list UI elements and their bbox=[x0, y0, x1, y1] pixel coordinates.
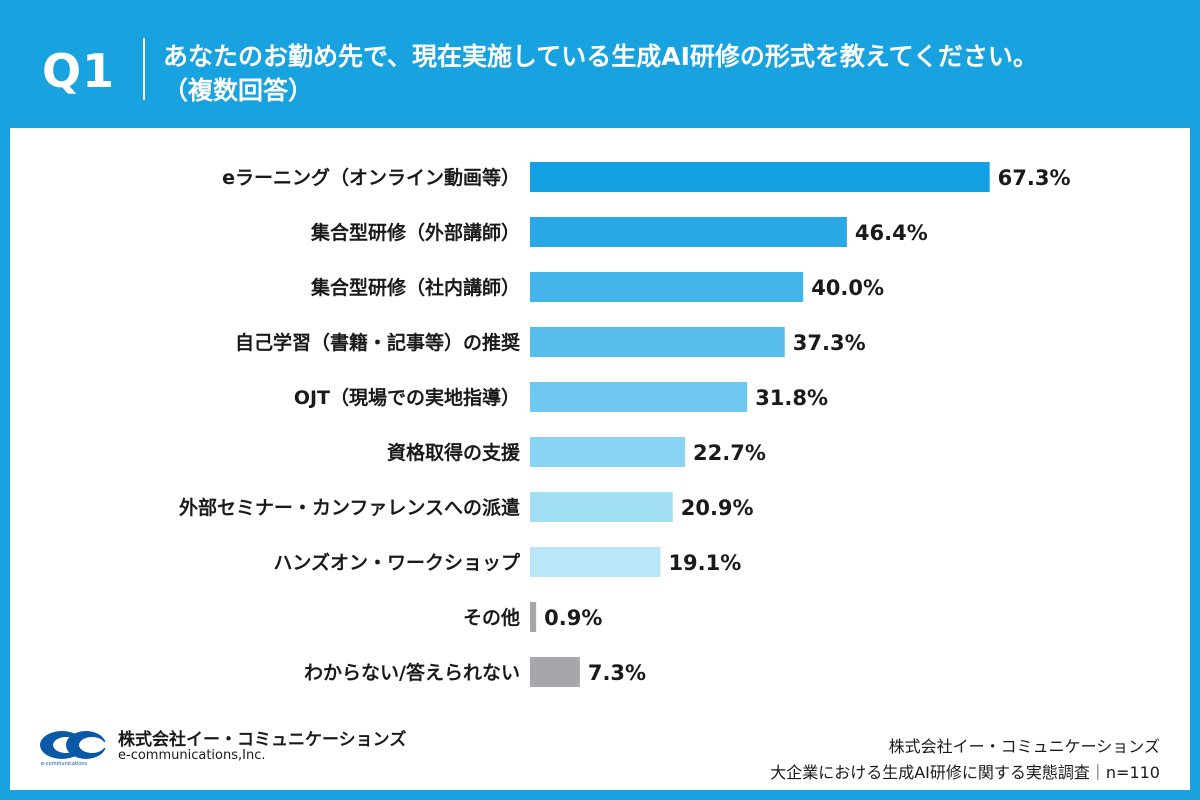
value-label: 31.8% bbox=[755, 386, 828, 410]
question-header: Q1 あなたのお勤め先で、現在実施している生成AI研修の形式を教えてください。 … bbox=[0, 0, 1200, 128]
question-text: あなたのお勤め先で、現在実施している生成AI研修の形式を教えてください。 （複数… bbox=[163, 40, 1038, 108]
bar-chart: eラーニング（オンライン動画等） 67.3% 集合型研修（外部講師） 46.4% 集合型… bbox=[179, 162, 1071, 687]
bar bbox=[530, 437, 686, 467]
category-label: 集合型研修（社内講師） bbox=[310, 276, 520, 299]
question-number: Q1 bbox=[42, 44, 116, 98]
logo-company-name-jp: 株式会社イー・コミュニケーションズ bbox=[118, 730, 407, 750]
bar bbox=[530, 217, 847, 247]
bar bbox=[530, 602, 537, 632]
category-label: その他 bbox=[463, 606, 520, 629]
value-label: 7.3% bbox=[588, 661, 646, 685]
chart-panel: eラーニング（オンライン動画等） 67.3% 集合型研修（外部講師） 46.4% 集合型… bbox=[10, 128, 1190, 790]
bar bbox=[530, 492, 673, 522]
source-survey: 大企業における生成AI研修に関する実態調査｜n=110 bbox=[770, 763, 1160, 782]
value-label: 67.3% bbox=[998, 166, 1071, 190]
category-label: 自己学習（書籍・記事等）の推奨 bbox=[235, 331, 521, 354]
value-label: 40.0% bbox=[811, 276, 884, 300]
category-label: 集合型研修（外部講師） bbox=[310, 221, 520, 244]
logo-company-name-en: e-communications,Inc. bbox=[118, 748, 266, 763]
logo-mark-icon: e-communications bbox=[40, 731, 110, 767]
header-divider bbox=[143, 38, 145, 100]
question-line-1: あなたのお勤め先で、現在実施している生成AI研修の形式を教えてください。 bbox=[163, 42, 1038, 71]
source-company: 株式会社イー・コミュニケーションズ bbox=[888, 737, 1160, 756]
category-label: わからない/答えられない bbox=[304, 661, 520, 684]
bar bbox=[530, 272, 804, 302]
value-label: 46.4% bbox=[855, 221, 928, 245]
category-label: eラーニング（オンライン動画等） bbox=[222, 166, 520, 189]
value-label: 37.3% bbox=[793, 331, 866, 355]
logo-mark-text: e-communications bbox=[41, 761, 88, 767]
company-logo: e-communications 株式会社イー・コミュニケーションズ e-com… bbox=[40, 723, 406, 773]
value-label: 19.1% bbox=[668, 551, 741, 575]
category-label: ハンズオン・ワークショップ bbox=[273, 551, 521, 574]
source-note: 株式会社イー・コミュニケーションズ 大企業における生成AI研修に関する実態調査｜… bbox=[770, 734, 1160, 786]
bar bbox=[530, 327, 785, 357]
value-label: 0.9% bbox=[544, 606, 602, 630]
bar bbox=[530, 162, 990, 192]
bar bbox=[530, 547, 661, 577]
question-line-2: （複数回答） bbox=[163, 76, 314, 105]
category-label: 資格取得の支援 bbox=[387, 441, 521, 464]
category-label: 外部セミナー・カンファレンスへの派遣 bbox=[179, 496, 520, 519]
bar bbox=[530, 657, 580, 687]
category-label: OJT（現場での実地指導） bbox=[294, 386, 520, 409]
value-label: 22.7% bbox=[693, 441, 766, 465]
value-label: 20.9% bbox=[681, 496, 754, 520]
bar bbox=[530, 382, 748, 412]
